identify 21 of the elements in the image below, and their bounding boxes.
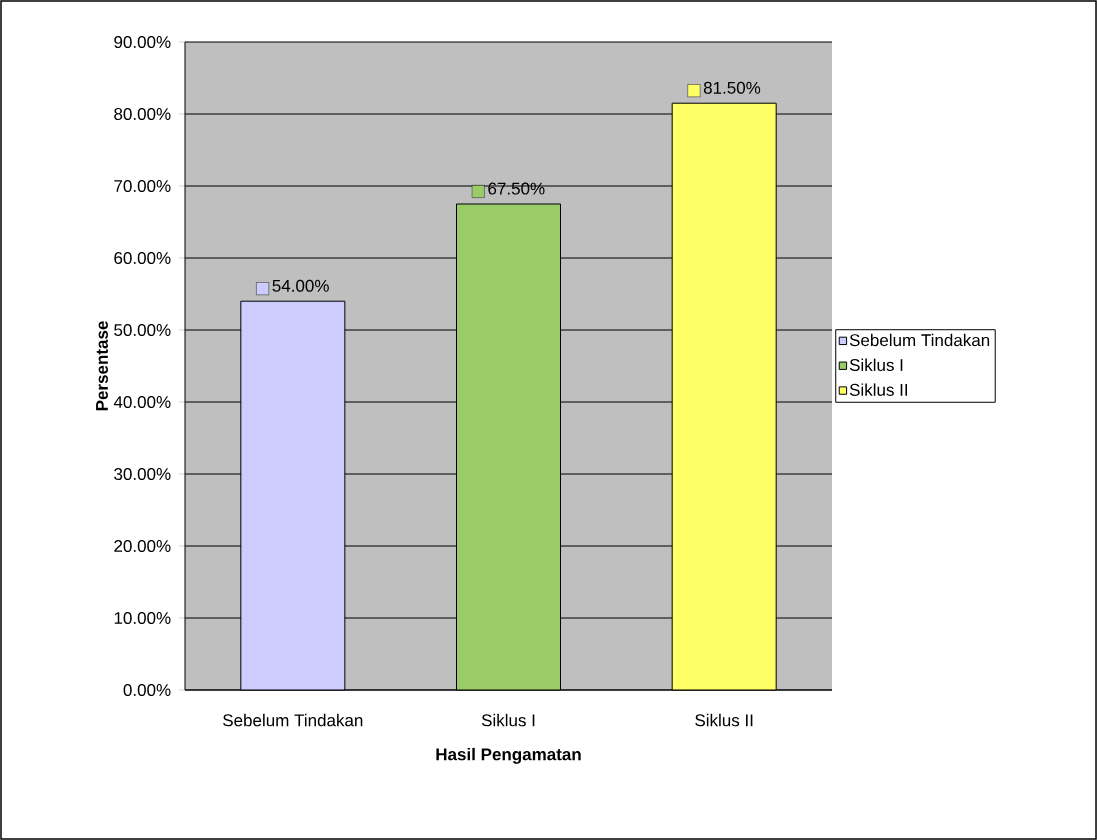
data-label: 81.50%: [703, 81, 761, 94]
legend-label: Sebelum Tindakan: [849, 333, 990, 347]
y-tick-label: 30.00%: [114, 467, 171, 481]
data-label: 54.00%: [272, 279, 329, 292]
y-tick-label: 0.00%: [123, 683, 171, 697]
y-tick-label: 90.00%: [114, 35, 171, 49]
y-tick-label: 40.00%: [113, 395, 171, 409]
y-tick-label: 60.00%: [114, 251, 171, 265]
y-tick-label: 70.00%: [114, 179, 171, 193]
y-tick-label: 20.00%: [114, 539, 171, 553]
y-tick-label: 10.00%: [114, 611, 171, 625]
legend-label: Siklus I: [849, 358, 903, 372]
x-tick-label: Siklus II: [695, 713, 753, 727]
data-label: 67.50%: [488, 182, 545, 195]
legend-label: Siklus II: [849, 383, 908, 396]
x-tick-label: Sebelum Tindakan: [223, 713, 363, 727]
x-axis-title: Hasil Pengamatan: [436, 747, 581, 764]
y-axis-title: Persentase: [96, 321, 108, 411]
y-tick-label: 50.00%: [114, 323, 171, 337]
y-tick-label: 80.00%: [114, 107, 171, 121]
x-tick-label: Siklus I: [481, 713, 535, 727]
